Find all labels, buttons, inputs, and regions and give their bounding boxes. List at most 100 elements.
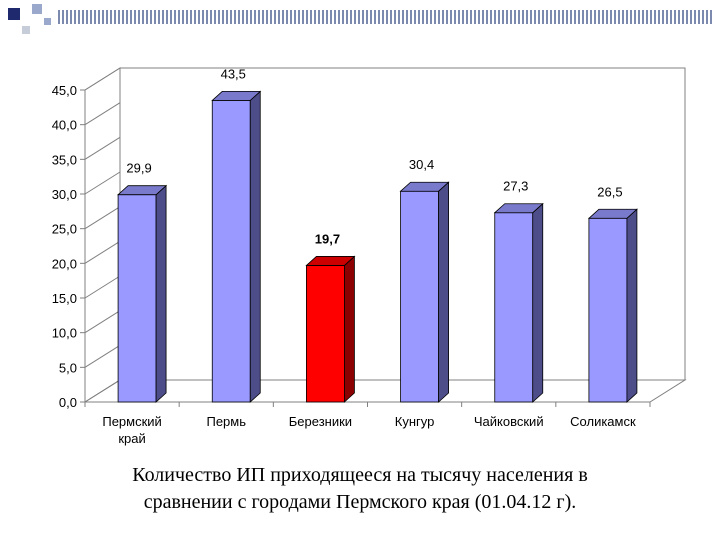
decorative-stripe xyxy=(506,10,508,24)
decorative-stripe xyxy=(230,10,232,24)
bar-chart: 0,0 5,0 10,0 15,0 20,0 25,0 30,0 35,0 40,0 45,0 П… xyxy=(52,66,687,446)
y-tick-label: 40,0 xyxy=(52,118,77,133)
data-label: 29,9 xyxy=(126,161,151,176)
decorative-stripe xyxy=(350,10,352,24)
decorative-stripe xyxy=(558,10,560,24)
decorative-stripe xyxy=(494,10,496,24)
decorative-stripe xyxy=(710,10,712,24)
decorative-stripe xyxy=(518,10,520,24)
decorative-stripe xyxy=(602,10,604,24)
chart-caption: Количество ИП приходящееся на тысячу нас… xyxy=(40,462,680,516)
decorative-squares xyxy=(8,4,51,34)
decorative-stripe xyxy=(514,10,516,24)
decorative-square xyxy=(8,8,20,20)
bar-side xyxy=(344,255,355,403)
decorative-stripe xyxy=(182,10,184,24)
decorative-stripe xyxy=(482,10,484,24)
y-gridline-diagonal xyxy=(84,171,121,195)
bar-front xyxy=(400,190,439,403)
decorative-stripe xyxy=(290,10,292,24)
decorative-stripe xyxy=(342,10,344,24)
y-gridline-diagonal xyxy=(84,240,121,264)
decorative-stripe xyxy=(590,10,592,24)
decorative-stripe xyxy=(422,10,424,24)
decorative-stripe xyxy=(462,10,464,24)
decorative-stripe xyxy=(374,10,376,24)
data-label: 27,3 xyxy=(503,179,528,194)
decorative-stripe xyxy=(370,10,372,24)
y-gridline-diagonal xyxy=(84,206,121,230)
decorative-stripe-band xyxy=(58,10,712,24)
decorative-stripe xyxy=(654,10,656,24)
decorative-stripe xyxy=(522,10,524,24)
decorative-stripe xyxy=(426,10,428,24)
decorative-stripe xyxy=(434,10,436,24)
x-category-label: Березники xyxy=(289,414,352,429)
decorative-stripe xyxy=(442,10,444,24)
bar-side xyxy=(532,202,544,403)
y-tick-label: 35,0 xyxy=(52,152,77,167)
decorative-stripe xyxy=(534,10,536,24)
decorative-stripe xyxy=(218,10,220,24)
decorative-stripe xyxy=(102,10,104,24)
decorative-stripe xyxy=(618,10,620,24)
bar-front xyxy=(117,194,157,403)
decorative-stripe xyxy=(238,10,240,24)
decorative-stripe xyxy=(418,10,420,24)
decorative-stripe xyxy=(134,10,136,24)
decorative-stripe xyxy=(106,10,108,24)
decorative-stripe xyxy=(490,10,492,24)
bar-front xyxy=(211,100,251,403)
decorative-stripe xyxy=(278,10,280,24)
decorative-stripe xyxy=(578,10,580,24)
decorative-stripe xyxy=(262,10,264,24)
decorative-stripe xyxy=(78,10,80,24)
decorative-stripe xyxy=(202,10,204,24)
decorative-stripe xyxy=(702,10,704,24)
bar-series xyxy=(117,90,638,403)
bar-side xyxy=(626,208,638,403)
decorative-stripe xyxy=(322,10,324,24)
decorative-stripe xyxy=(310,10,312,24)
decorative-square xyxy=(22,26,30,34)
decorative-stripe xyxy=(410,10,412,24)
decorative-stripe xyxy=(90,10,92,24)
bar-top xyxy=(587,208,638,219)
decorative-stripe xyxy=(222,10,224,24)
data-label: 43,5 xyxy=(221,66,246,81)
x-category-label: Соликамск xyxy=(570,414,636,429)
x-category-label: Кунгур xyxy=(395,414,435,429)
y-gridline-diagonal xyxy=(84,102,121,126)
decorative-stripe xyxy=(598,10,600,24)
y-tick-label: 0,0 xyxy=(59,395,77,410)
decorative-stripe xyxy=(382,10,384,24)
decorative-stripe xyxy=(110,10,112,24)
decorative-stripe xyxy=(630,10,632,24)
bar-front xyxy=(588,217,628,403)
bar xyxy=(117,184,168,403)
decorative-stripe xyxy=(582,10,584,24)
decorative-stripe xyxy=(306,10,308,24)
bar xyxy=(305,255,356,403)
decorative-stripe xyxy=(82,10,84,24)
decorative-stripe xyxy=(358,10,360,24)
decorative-stripe xyxy=(674,10,676,24)
decorative-stripe xyxy=(550,10,552,24)
bar-top xyxy=(211,91,262,101)
decorative-stripe xyxy=(154,10,156,24)
decorative-stripe xyxy=(402,10,404,24)
bar xyxy=(587,208,638,403)
caption-line-2: сравнении с городами Пермского края (01.… xyxy=(143,491,577,513)
decorative-stripe xyxy=(682,10,684,24)
decorative-stripe xyxy=(478,10,480,24)
decorative-stripe xyxy=(70,10,72,24)
decorative-stripe xyxy=(542,10,544,24)
decorative-stripe xyxy=(694,10,696,24)
decorative-stripe xyxy=(378,10,380,24)
decorative-stripe xyxy=(210,10,212,24)
x-category-label: Чайковский xyxy=(474,414,544,429)
decorative-stripe xyxy=(366,10,368,24)
decorative-stripe xyxy=(606,10,608,24)
decorative-stripe xyxy=(270,10,272,24)
decorative-stripe xyxy=(486,10,488,24)
